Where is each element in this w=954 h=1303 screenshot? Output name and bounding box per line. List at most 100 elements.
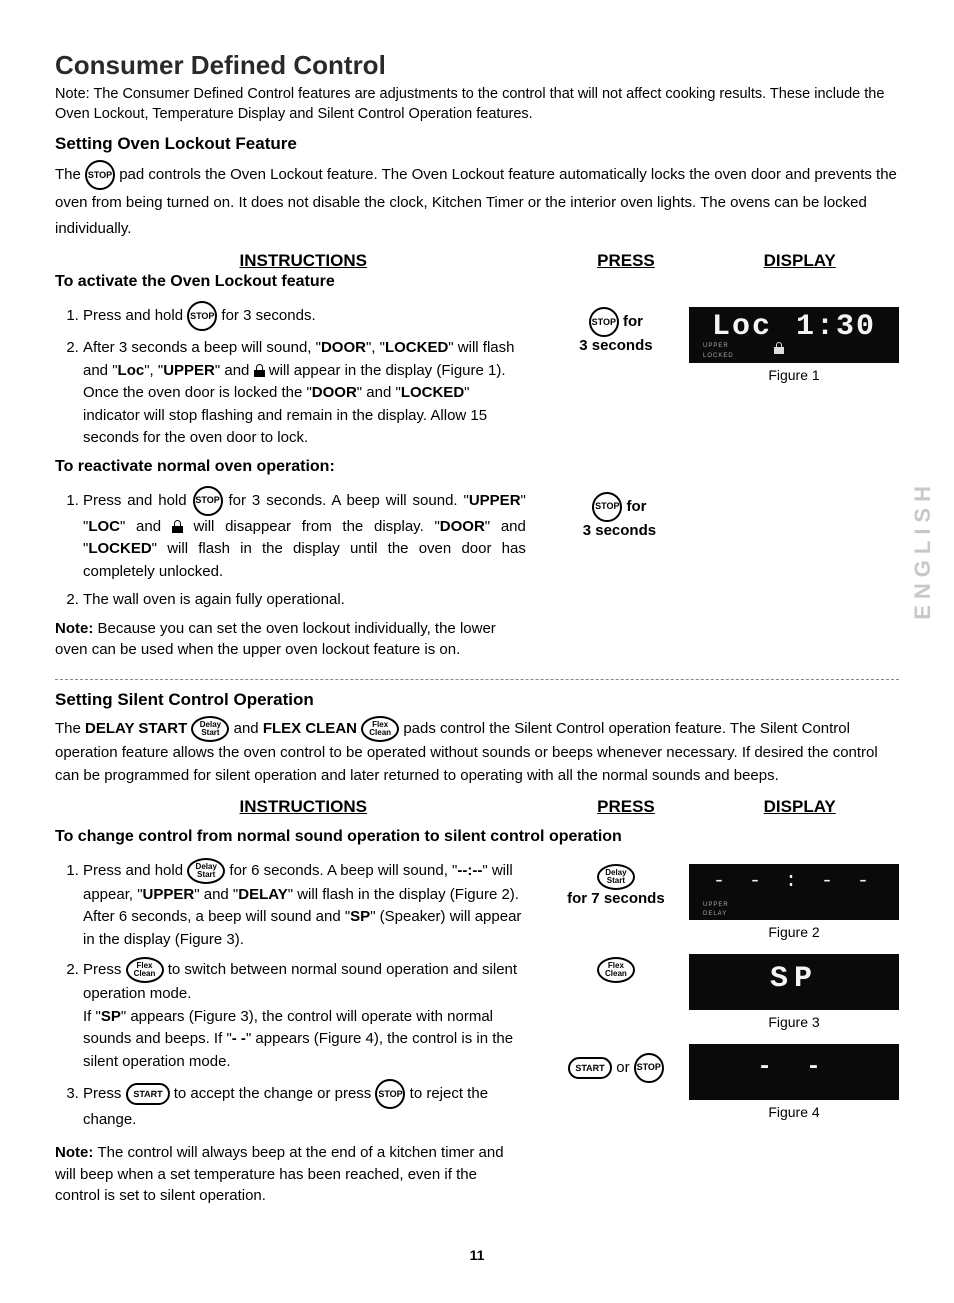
lock-icon (254, 364, 265, 377)
stop-button-icon: STOP (589, 307, 619, 337)
sub-a-heading: To activate the Oven Lockout feature (55, 273, 899, 291)
start-button-icon: START (125, 1083, 170, 1105)
lock-icon (774, 342, 784, 354)
t: DELAY (238, 886, 287, 903)
press-or: or (616, 1059, 634, 1076)
flex-clean-button-icon: FlexClean (126, 957, 164, 983)
t: ", " (366, 339, 385, 356)
sub2-display: - - : - - UPPER DELAY Figure 2 SP Figure… (689, 854, 899, 1120)
t: UPPER (469, 492, 521, 509)
note-body: Because you can set the oven lockout ind… (55, 620, 496, 659)
figure-caption: Figure 3 (689, 1014, 899, 1030)
t: FLEX CLEAN (263, 720, 357, 737)
press-secs: 3 seconds (583, 522, 656, 539)
sub2-press: DelayStart for 7 seconds FlexClean START… (543, 854, 689, 1083)
t: Start (201, 729, 219, 737)
sub-a-steps: Press and hold STOP for 3 seconds. After… (55, 301, 523, 450)
sub2-row: Press and hold DelayStart for 6 seconds.… (55, 854, 899, 1207)
section2-intro: The DELAY START DelayStart and FLEX CLEA… (55, 716, 899, 787)
t: LOCKED (385, 339, 448, 356)
manual-page: Consumer Defined Control Note: The Consu… (0, 0, 954, 1303)
sub2-heading: To change control from normal sound oper… (55, 827, 899, 848)
t: - - (232, 1030, 246, 1047)
t: The (55, 720, 85, 737)
sub-a-press: STOP for 3 seconds (543, 297, 689, 354)
t: Press and hold (83, 862, 187, 879)
step-1: Press and hold DelayStart for 6 seconds.… (83, 858, 523, 952)
t: " and " (194, 886, 238, 903)
intro-pre: The (55, 166, 85, 183)
t: UPPER (163, 362, 215, 379)
display-time: 1:30 (796, 310, 876, 344)
step-3: Press START to accept the change or pres… (83, 1079, 523, 1132)
t: for 3 seconds. (221, 307, 315, 324)
stop-button-icon: STOP (193, 486, 223, 516)
t: for 6 seconds. A beep will sound, " (229, 862, 457, 879)
column-headers-2: INSTRUCTIONS PRESS DISPLAY (55, 797, 899, 817)
page-title: Consumer Defined Control (55, 50, 899, 81)
t: will disappear from the display. " (183, 518, 440, 535)
t: to accept the change or press (174, 1085, 376, 1102)
display-upper: UPPER (703, 343, 729, 349)
t: Press and hold (83, 307, 187, 324)
t: LOCKED (401, 384, 464, 401)
t: " and (215, 362, 254, 379)
t: DOOR (440, 518, 485, 535)
display-text: - - : - - (689, 864, 899, 893)
display-figure-3: SP (689, 954, 899, 1010)
t: LOC (88, 518, 120, 535)
step-2: Press FlexClean to switch between normal… (83, 957, 523, 1073)
t: Press (83, 1085, 126, 1102)
section2-heading: Setting Silent Control Operation (55, 690, 899, 710)
display-locked: LOCKED (703, 353, 734, 359)
delay-start-button-icon: DelayStart (597, 864, 635, 890)
delay-start-button-icon: DelayStart (191, 716, 229, 742)
delay-start-button-icon: DelayStart (187, 858, 225, 884)
sub2-steps: Press and hold DelayStart for 6 seconds.… (55, 858, 523, 1132)
flex-clean-button-icon: FlexClean (361, 716, 399, 742)
sub-b-display (693, 482, 899, 492)
start-button-icon: START (568, 1057, 613, 1079)
t: Start (607, 877, 625, 885)
t: --:-- (457, 862, 482, 879)
note-body: The Consumer Defined Control features ar… (55, 86, 884, 122)
t: Clean (605, 970, 627, 978)
press-for: for 7 seconds (567, 890, 665, 907)
display-figure-2: - - : - - UPPER DELAY (689, 864, 899, 920)
lock-icon (172, 520, 183, 533)
note-prefix: Note: (55, 1144, 98, 1161)
t: LOCKED (88, 540, 151, 557)
hdr-press: PRESS (597, 251, 655, 270)
t: Clean (369, 729, 391, 737)
language-tab: ENGLISH (910, 480, 936, 620)
hdr-instructions: INSTRUCTIONS (239, 797, 367, 816)
hdr-display: DISPLAY (764, 251, 836, 270)
t: If " (83, 1008, 101, 1025)
press-for: for (623, 313, 643, 330)
intro-mid: pad controls the Oven Lockout feature. T… (55, 166, 897, 237)
note-prefix: Note: (55, 620, 98, 637)
t: ", " (144, 362, 163, 379)
t: SP (350, 908, 370, 925)
stop-button-icon: STOP (634, 1053, 664, 1083)
display-upper: UPPER (703, 902, 729, 908)
stop-button-icon: STOP (187, 301, 217, 331)
t: DOOR (321, 339, 366, 356)
t: Press (83, 961, 126, 978)
press-secs: 3 seconds (579, 337, 652, 354)
stop-button-icon: STOP (85, 160, 115, 190)
hdr-instructions: INSTRUCTIONS (239, 251, 367, 270)
sub-b-note: Note: Because you can set the oven locko… (55, 618, 526, 662)
page-number: 11 (55, 1247, 899, 1263)
hdr-display: DISPLAY (764, 797, 836, 816)
display-figure-1: Loc 1:30 UPPER LOCKED (689, 307, 899, 363)
display-text: - - (689, 1044, 899, 1081)
figure-caption: Figure 4 (689, 1104, 899, 1120)
display-loc: Loc (712, 310, 772, 344)
step-1: Press and hold STOP for 3 seconds. (83, 301, 523, 331)
t: SP (101, 1008, 121, 1025)
sub-b-left: Press and hold STOP for 3 seconds. A bee… (55, 482, 546, 662)
stop-button-icon: STOP (592, 492, 622, 522)
t: Loc (118, 362, 145, 379)
t: DOOR (312, 384, 357, 401)
